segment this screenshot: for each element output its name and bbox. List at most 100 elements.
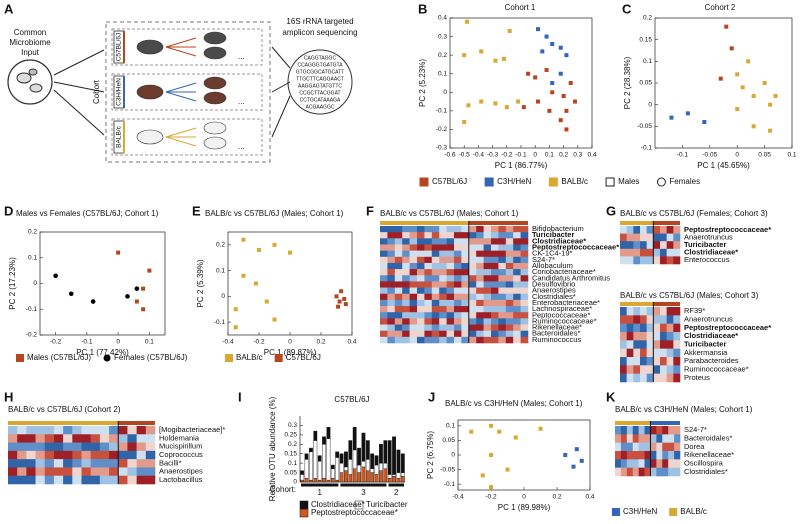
heatmap-cell	[662, 467, 669, 477]
point	[564, 53, 569, 58]
heatmap-cell	[483, 336, 492, 344]
heatmap-cell	[446, 244, 455, 251]
heatmap-cell	[646, 233, 654, 242]
heatmap-cell	[26, 467, 36, 477]
group-label: 3	[361, 488, 366, 497]
bar-segment	[396, 478, 401, 483]
heatmap-cell	[53, 450, 64, 460]
heatmap-cell	[650, 442, 657, 452]
heatmap-cell	[439, 336, 447, 344]
heatmap-title: BALB/c vs C57BL/6J (Males; Cohort 1)	[380, 209, 519, 218]
heatmap-cell	[417, 250, 425, 258]
point	[507, 29, 512, 33]
cohort-label: Cohort	[92, 79, 101, 104]
y-tick-label: 0	[443, 89, 447, 96]
heatmap-cell	[646, 340, 654, 349]
strain-name: C57BL/6J	[116, 33, 123, 62]
heatmap-cell	[513, 281, 521, 288]
heatmap-cell	[461, 256, 470, 264]
bar-segment	[370, 468, 375, 473]
sequencing-label: 16S rRNA targeted	[286, 17, 353, 26]
heatmap-cell	[136, 442, 147, 452]
heatmap-cell	[44, 426, 55, 435]
row-label: Coriobacteriaceae*	[532, 267, 596, 276]
heatmap-cell	[668, 451, 675, 460]
heatmap-cell	[476, 299, 484, 307]
heatmap-cell	[632, 451, 639, 460]
bar-segment	[361, 466, 366, 483]
strain-box	[111, 28, 263, 66]
row-label: Clostridiaceae*	[532, 236, 586, 245]
mouse	[203, 46, 227, 60]
heatmap-cell	[461, 293, 470, 301]
heatmap-cell	[417, 269, 425, 276]
heatmap-cell	[380, 287, 388, 295]
heatmap-cell	[446, 262, 455, 270]
heatmap-cell	[468, 256, 477, 264]
bar-segment	[317, 455, 322, 462]
point	[493, 58, 498, 63]
point	[134, 286, 140, 291]
panel-label: G	[606, 203, 616, 218]
heatmap-cell	[8, 442, 18, 452]
arrow	[271, 46, 291, 69]
heatmap-cell	[483, 312, 492, 319]
heatmap-cell	[424, 336, 433, 344]
x-tick-label: 0.1	[145, 339, 154, 346]
legend-marker	[605, 177, 615, 187]
y-tick-label: -0.05	[637, 123, 652, 130]
heatmap-cell	[26, 442, 36, 452]
heatmap-cell	[626, 241, 634, 250]
heatmap-cell	[520, 250, 529, 258]
heatmap-cell	[424, 262, 433, 270]
heatmap-cell	[446, 330, 455, 338]
heatmap-cell	[53, 426, 64, 435]
heatmap-cell	[483, 256, 492, 264]
heatmap-cell	[44, 467, 55, 477]
x-tick-label: -0.1	[515, 152, 527, 159]
bar-segment	[396, 449, 401, 473]
heatmap-cell	[498, 275, 507, 282]
heatmap-cell	[633, 233, 641, 242]
heatmap-cell	[44, 442, 55, 452]
heatmap-cell	[387, 336, 396, 344]
heatmap-cell	[446, 232, 455, 239]
plot-frame	[457, 419, 591, 491]
heatmap-cell	[424, 232, 433, 239]
heatmap-cell	[505, 262, 514, 270]
heatmap-cell	[632, 434, 639, 443]
row-label: Mucispirillum	[159, 442, 202, 451]
group-strip	[620, 221, 654, 225]
heatmap-cell	[656, 459, 663, 468]
heatmap-cell	[26, 450, 36, 460]
group-label: 1	[317, 488, 322, 497]
heatmap-cell	[394, 244, 403, 251]
sequence: ACGAAGGC	[306, 104, 335, 110]
heatmap-cell	[8, 426, 18, 435]
heatmap-cell	[476, 244, 484, 251]
microbe	[16, 72, 32, 84]
y-tick-label: 0.2	[216, 242, 225, 249]
heatmap-cell	[53, 475, 64, 485]
heatmap-cell	[650, 451, 657, 460]
heatmap-cell	[633, 248, 641, 257]
heatmap-cell	[454, 269, 462, 276]
sequence: CAGGTAGGC	[304, 55, 337, 61]
panel-label: K	[606, 389, 616, 404]
heatmap-cell	[491, 299, 499, 307]
y-tick-label: 0	[221, 293, 225, 300]
heatmap-cell	[394, 336, 403, 344]
heatmap-cell	[431, 238, 440, 245]
heatmap-cell	[90, 426, 101, 435]
heatmap-cell	[646, 365, 654, 374]
heatmap-cell	[461, 287, 470, 295]
heatmap-cell	[505, 324, 514, 331]
point	[233, 325, 238, 330]
heatmap-cell	[626, 340, 634, 349]
heatmap-cell	[402, 256, 410, 264]
plot-frame	[227, 231, 353, 336]
heatmap-cell	[620, 357, 627, 366]
heatmap-cell	[118, 475, 128, 485]
heatmap-cell	[615, 426, 622, 435]
heatmap-cell	[461, 318, 470, 325]
